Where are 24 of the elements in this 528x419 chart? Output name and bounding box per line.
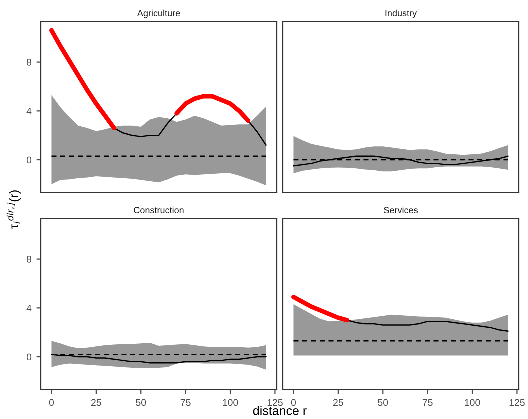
y-axis-title: τ$_{i}$$^{dir,j}$(r) <box>6 190 21 230</box>
x-tick-label: 125 <box>510 399 525 406</box>
x-axis-title: distance r <box>253 406 307 416</box>
y-tick-label: 8 <box>26 59 32 66</box>
y-tick-label: 4 <box>26 108 32 115</box>
x-tick-label: 50 <box>136 399 146 406</box>
x-tick-label: 100 <box>465 399 480 406</box>
chart-title: Services <box>384 206 418 214</box>
chart-title: Construction <box>134 206 184 214</box>
chart-title: Agriculture <box>137 10 180 18</box>
x-tick-label: 100 <box>223 399 238 406</box>
x-tick-label: 0 <box>49 399 54 406</box>
chart-title: Industry <box>386 10 418 18</box>
x-tick-label: 25 <box>334 399 344 406</box>
x-tick-label: 75 <box>180 399 191 406</box>
y-tick-label: 8 <box>26 256 32 263</box>
x-tick-label: 125 <box>268 399 283 406</box>
x-tick-label: 75 <box>422 399 433 406</box>
y-tick-label: 4 <box>26 305 32 312</box>
x-tick-label: 25 <box>92 399 102 406</box>
x-tick-label: 50 <box>378 399 388 406</box>
y-tick-label: 0 <box>26 156 32 164</box>
y-tick-label: 0 <box>26 354 32 361</box>
x-tick-label: 0 <box>291 399 296 406</box>
